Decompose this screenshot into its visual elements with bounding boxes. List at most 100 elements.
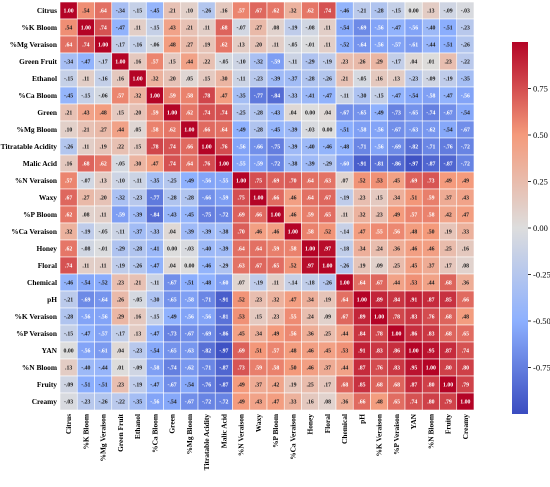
cell-value-label: .58 xyxy=(151,128,158,134)
cell-value-label: .58 xyxy=(289,247,296,253)
cell-value-label: .87 xyxy=(427,298,434,304)
row-label: Honey xyxy=(36,244,57,253)
cell-value-label: -.43 xyxy=(271,111,280,117)
cell-value-label: -.46 xyxy=(323,145,332,151)
cell-value-label: .62 xyxy=(186,111,193,117)
cell-value-label: -.49 xyxy=(168,315,177,321)
cell-value-label: -.61 xyxy=(99,349,108,355)
cell-value-label: .58 xyxy=(307,230,314,236)
cell-value-label: .64 xyxy=(307,196,314,202)
cell-value-label: .04 xyxy=(117,349,124,355)
cell-value-label: -.15 xyxy=(150,315,159,321)
cell-value-label: .68 xyxy=(445,281,452,287)
cell-value-label: 1.00 xyxy=(374,315,384,321)
cell-value-label: .64 xyxy=(255,247,262,253)
cell-value-label: .23 xyxy=(358,196,365,202)
cell-value-label: -.15 xyxy=(64,332,73,338)
cell-value-label: -.23 xyxy=(409,77,418,83)
cell-value-label: .11 xyxy=(272,281,279,287)
cell-value-label: -.60 xyxy=(219,281,228,287)
cell-value-label: -.97 xyxy=(409,162,418,168)
cell-value-label: -.03 xyxy=(64,400,73,406)
cell-value-label: .11 xyxy=(134,26,141,32)
cell-value-label: .78 xyxy=(376,332,383,338)
cell-value-label: -.29 xyxy=(306,60,315,66)
column-label: %P Veraison xyxy=(392,414,401,455)
cell-value-label: .56 xyxy=(393,230,400,236)
cell-value-label: 1.00 xyxy=(202,145,212,151)
cell-value-label: -.72 xyxy=(271,162,280,168)
cell-value-label: -.26 xyxy=(202,9,211,15)
cell-value-label: -.16 xyxy=(133,43,142,49)
cell-value-label: .85 xyxy=(445,298,452,304)
cell-value-label: .47 xyxy=(462,213,469,219)
cell-value-label: -.19 xyxy=(116,264,125,270)
row-label: Citrus xyxy=(37,6,57,15)
cell-value-label: -.51 xyxy=(185,281,194,287)
cell-value-label: -.28 xyxy=(185,196,194,202)
cell-value-label: .47 xyxy=(358,230,365,236)
cell-value-label: .15 xyxy=(134,145,141,151)
cell-value-label: .23 xyxy=(445,60,452,66)
cell-value-label: -.30 xyxy=(150,298,159,304)
cell-value-label: -.48 xyxy=(340,145,349,151)
cell-value-label: .11 xyxy=(82,77,89,83)
cell-value-label: -.28 xyxy=(375,9,384,15)
cell-value-label: .17 xyxy=(324,383,331,389)
cell-value-label: -.67 xyxy=(185,332,194,338)
cell-value-label: -.15 xyxy=(375,94,384,100)
cell-value-label: -.56 xyxy=(375,128,384,134)
cell-value-label: .16 xyxy=(462,247,469,253)
cell-value-label: .11 xyxy=(324,26,331,32)
cell-value-label: -.25 xyxy=(168,179,177,185)
column-label: %Ca Bloom xyxy=(150,413,159,453)
cell-value-label: 1.00 xyxy=(133,77,143,83)
cell-value-label: .53 xyxy=(238,315,245,321)
cell-value-label: .68 xyxy=(445,332,452,338)
cell-value-label: .58 xyxy=(427,213,434,219)
cell-value-label: .97 xyxy=(307,264,314,270)
row-label: %K Veraison xyxy=(14,312,57,321)
cell-value-label: .45 xyxy=(393,179,400,185)
cell-value-label: 1.00 xyxy=(236,179,246,185)
cell-value-label: .44 xyxy=(393,281,400,287)
cell-value-label: -.71 xyxy=(202,298,211,304)
cell-value-label: -.59 xyxy=(254,162,263,168)
cell-value-label: .34 xyxy=(393,196,400,202)
cell-value-label: .73 xyxy=(427,179,434,185)
cell-value-label: -.47 xyxy=(392,26,401,32)
column-label: Waxy xyxy=(254,414,263,432)
cell-value-label: -.72 xyxy=(219,213,228,219)
cell-value-label: 1.00 xyxy=(340,281,350,287)
cell-value-label: .16 xyxy=(134,60,141,66)
cell-value-label: 1.00 xyxy=(271,213,281,219)
cell-value-label: -.45 xyxy=(64,94,73,100)
cell-value-label: .53 xyxy=(341,349,348,355)
cell-value-label: .50 xyxy=(427,230,434,236)
cell-value-label: .58 xyxy=(186,94,193,100)
cell-value-label: .34 xyxy=(358,247,365,253)
cell-value-label: -.49 xyxy=(237,128,246,134)
cell-value-label: -.69 xyxy=(202,332,211,338)
cell-value-label: .21 xyxy=(169,9,176,15)
cell-value-label: .46 xyxy=(255,230,262,236)
cell-value-label: .67 xyxy=(324,196,331,202)
cell-value-label: .54 xyxy=(65,26,72,32)
cell-value-label: -.15 xyxy=(81,94,90,100)
cell-value-label: -.25 xyxy=(237,111,246,117)
cell-value-label: -.19 xyxy=(133,383,142,389)
cell-value-label: -.35 xyxy=(133,400,142,406)
cell-value-label: .15 xyxy=(376,196,383,202)
cell-value-label: .76 xyxy=(427,315,434,321)
cell-value-label: -.07 xyxy=(81,179,90,185)
cell-value-label: -.56 xyxy=(375,43,384,49)
cell-value-label: .48 xyxy=(100,111,107,117)
cell-value-label: .83 xyxy=(376,349,383,355)
cell-value-label: -.97 xyxy=(219,349,228,355)
cell-value-label: -.51 xyxy=(444,43,453,49)
cell-value-label: 1.00 xyxy=(219,162,229,168)
cell-value-label: -.58 xyxy=(185,298,194,304)
cell-value-label: 0.00 xyxy=(64,349,74,355)
cell-value-label: .25 xyxy=(324,332,331,338)
